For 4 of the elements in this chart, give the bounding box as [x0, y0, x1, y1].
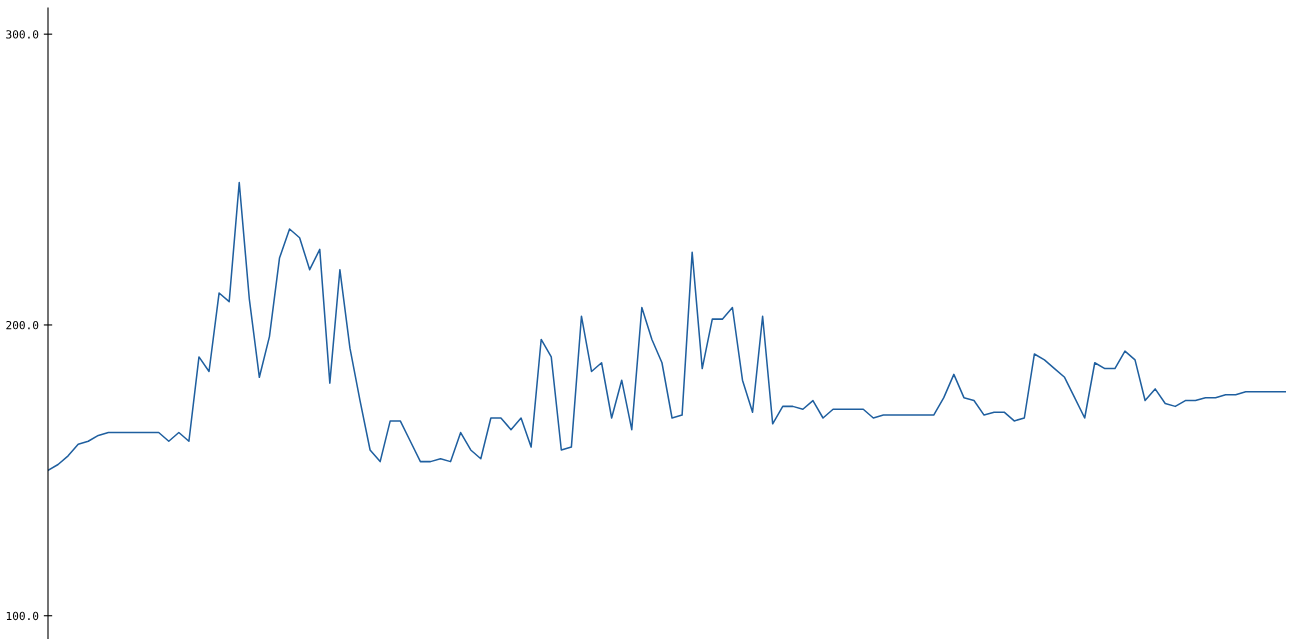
y-tick-label: 100.0	[6, 611, 39, 621]
y-tick-label: 200.0	[6, 320, 39, 330]
line-series	[48, 181, 1286, 472]
y-tick-label: 300.0	[6, 30, 39, 39]
